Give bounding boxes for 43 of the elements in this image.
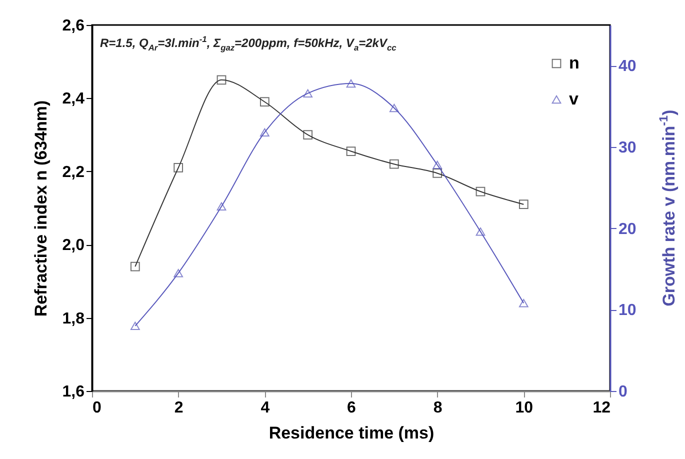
y2-tick-label: 20 <box>618 220 636 238</box>
point <box>518 200 528 210</box>
y2-tick-label: 30 <box>618 140 636 156</box>
point <box>518 299 528 308</box>
point <box>303 130 313 140</box>
point <box>303 89 313 98</box>
y2-tick-label: 10 <box>618 302 636 320</box>
x-tick-label: 2 <box>174 400 184 416</box>
point <box>476 186 486 196</box>
point <box>432 168 442 178</box>
x-tick-label: 6 <box>347 400 356 416</box>
point <box>346 79 356 88</box>
x-tick-label: 12 <box>592 400 611 416</box>
x-tick-label: 10 <box>515 400 534 416</box>
point <box>260 97 270 107</box>
point <box>346 146 356 156</box>
x-axis-title: Residence time (ms) <box>268 424 434 442</box>
x-tick-label: 8 <box>433 400 442 416</box>
y2-tick-label: 40 <box>618 58 636 76</box>
point <box>260 128 270 136</box>
point <box>174 163 184 172</box>
y-tick-label: 2,0 <box>62 237 85 254</box>
legend-label: v <box>569 90 579 108</box>
point <box>216 75 226 85</box>
point <box>389 104 399 112</box>
y-axis-title: Refractive index n (634nm) <box>31 100 50 317</box>
point <box>130 322 140 330</box>
legend-label: n <box>569 54 580 72</box>
text: R=1.5, Q$_{Ar}$=3l.min$^{-1}$, Σ$_{gaz}$=200ppm, f=50kHz, V$_{a}$=2kV$_{cc}$ <box>100 34 396 52</box>
y-tick-label: 1,8 <box>62 310 85 328</box>
y-tick-label: 1,6 <box>62 384 85 400</box>
point <box>432 160 442 170</box>
point <box>130 262 140 272</box>
y-tick-label: 2,4 <box>62 90 85 108</box>
point <box>216 202 226 210</box>
y-tick-label: 2,2 <box>62 164 85 181</box>
x-tick-label: 4 <box>260 400 270 416</box>
point <box>389 159 399 169</box>
y-tick-label: 2,6 <box>62 18 85 34</box>
y2-tick-label: 0 <box>618 384 628 400</box>
point <box>174 268 184 278</box>
x-tick-label: 0 <box>92 400 102 416</box>
point <box>476 227 486 236</box>
